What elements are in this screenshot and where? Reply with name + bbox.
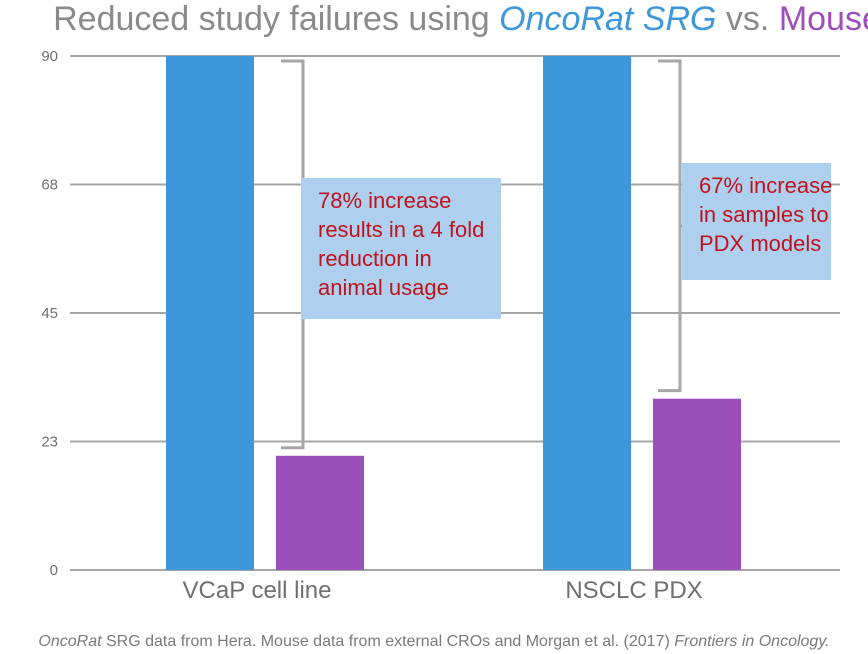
title-mouse: Mouse: [779, 0, 868, 38]
annotation-line: animal usage: [318, 275, 449, 300]
annotation-vcap: 78% increase results in a 4 fold reduction…: [301, 178, 501, 319]
source-italic-journal: Frontiers in Oncology.: [674, 633, 829, 650]
annotation-line: 78% increase: [318, 188, 451, 213]
source-note: OncoRat SRG data from Hera. Mouse data f…: [38, 633, 829, 650]
bar-mouse-vcap: [276, 455, 364, 570]
title-prefix: Reduced study failures using: [53, 0, 499, 38]
bar-oncorat-vcap: [166, 56, 254, 570]
bar-oncorat-nsclc: [543, 56, 631, 570]
annotation-nsclc: 67% increase in samples to PDX models: [682, 163, 832, 280]
x-category-label: NSCLC PDX: [565, 577, 702, 604]
annotation-line: PDX models: [699, 231, 821, 256]
annotation-box: [682, 163, 831, 280]
title-oncorat: OncoRat SRG: [499, 0, 716, 38]
title-middle: vs.: [716, 0, 778, 38]
annotation-line: in samples to: [699, 202, 829, 227]
chart-title: Reduced study failures using OncoRat SRG…: [53, 0, 868, 38]
y-axis-ticks: 0 23 45 68 90: [41, 48, 58, 579]
source-italic-oncorat: OncoRat: [38, 633, 102, 650]
bar-mouse-nsclc: [653, 398, 741, 570]
y-tick-label: 45: [41, 305, 58, 322]
annotations: 78% increase results in a 4 fold reduction…: [301, 163, 832, 319]
annotation-box: [301, 178, 501, 319]
bars: [166, 56, 741, 570]
x-category-label: VCaP cell line: [183, 577, 332, 604]
annotation-line: reduction in: [318, 246, 432, 271]
source-text: SRG data from Hera. Mouse data from exte…: [102, 633, 675, 650]
y-tick-label: 68: [41, 177, 58, 194]
y-tick-label: 0: [50, 562, 58, 579]
annotation-line: 67% increase: [699, 173, 832, 198]
annotation-line: results in a 4 fold: [318, 217, 484, 242]
y-tick-label: 90: [41, 48, 58, 65]
x-axis-categories: VCaP cell line NSCLC PDX: [183, 577, 703, 604]
y-tick-label: 23: [41, 434, 58, 451]
